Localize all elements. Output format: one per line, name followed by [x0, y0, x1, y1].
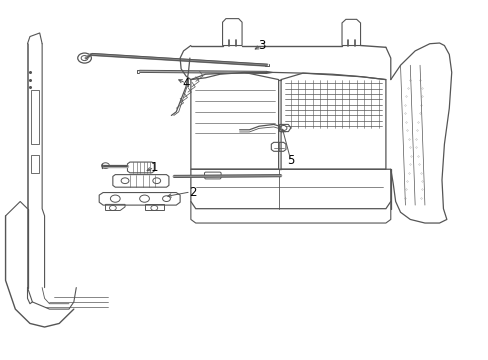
Text: 3: 3 [257, 39, 264, 52]
Text: 2: 2 [189, 186, 197, 199]
Text: 1: 1 [150, 161, 158, 174]
Text: 4: 4 [182, 77, 189, 90]
Text: 5: 5 [286, 154, 294, 167]
